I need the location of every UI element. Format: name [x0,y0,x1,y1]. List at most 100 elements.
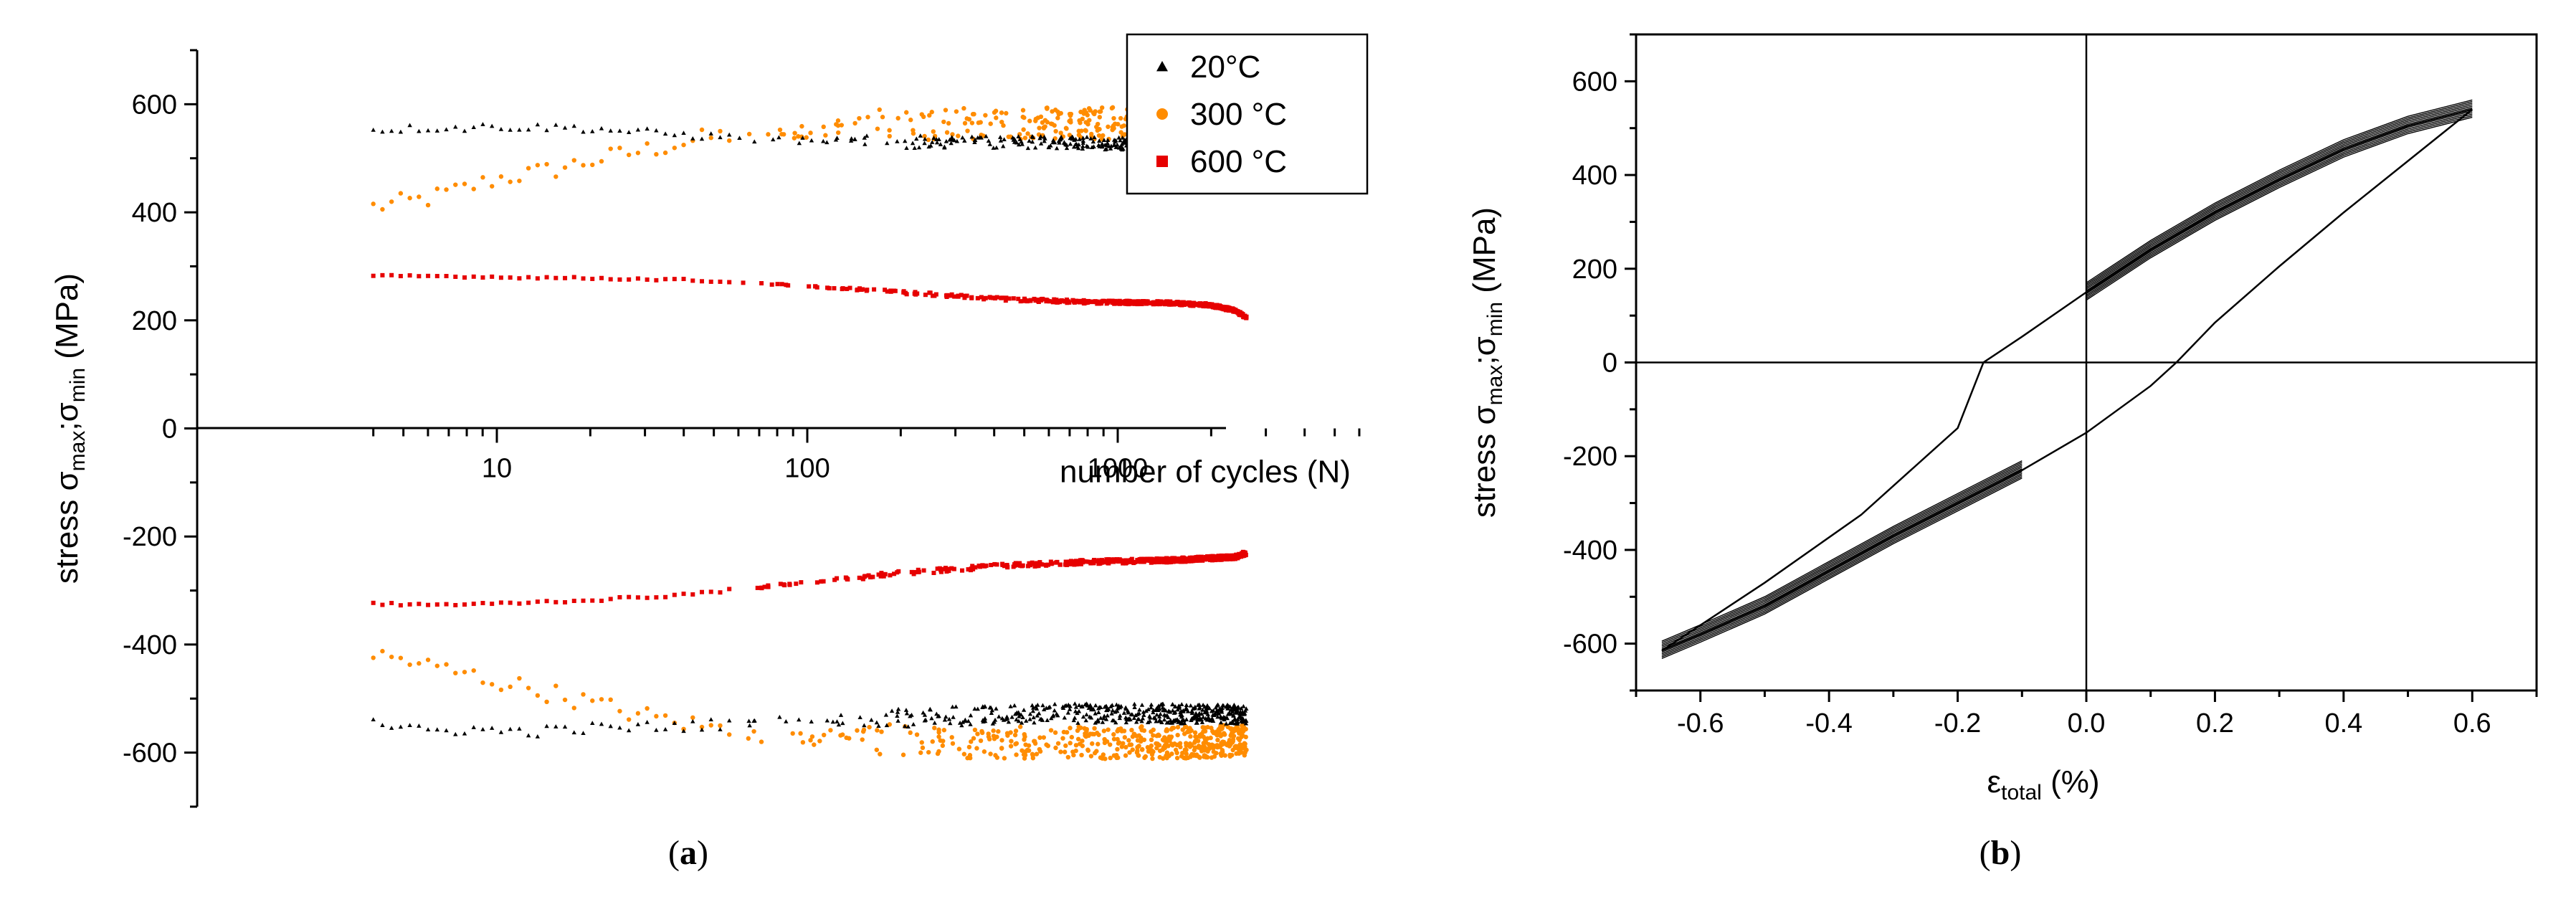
data-point [1123,705,1128,710]
data-point [1067,707,1073,711]
data-point [1054,146,1060,151]
data-point [827,286,832,291]
data-point [1089,131,1094,137]
legend-label: 300 °C [1190,97,1287,132]
data-point [553,174,559,179]
data-point [1175,725,1181,730]
data-point [881,574,886,579]
data-point [426,602,431,607]
data-point [727,138,732,143]
data-point [1205,749,1210,754]
data-point [997,135,1003,139]
data-point [1129,727,1134,733]
data-point [581,598,586,603]
data-point [1073,701,1078,706]
data-point [867,724,872,730]
data-point [1014,562,1020,567]
data-point [690,718,695,723]
data-point [1093,299,1098,304]
data-point [617,128,622,133]
data-point [1041,125,1047,130]
data-point [462,275,467,280]
data-point [1233,709,1239,714]
data-point [1108,755,1113,761]
data-point [535,163,541,168]
data-point [389,272,394,277]
data-point [874,720,880,725]
a-x-axis-label: number of cycles (N) [1060,455,1351,490]
data-point [1121,123,1126,128]
data-point [1175,707,1180,712]
data-point [708,131,713,136]
data-point [1136,711,1141,716]
data-point [922,136,928,141]
data-point [562,724,568,729]
data-point [1030,134,1035,138]
data-point [627,594,632,599]
data-point [389,600,394,605]
data-point [681,130,686,135]
data-point [1091,111,1097,116]
data-point [1167,300,1172,305]
data-point [971,736,976,741]
data-point [902,723,908,728]
data-point [1027,138,1032,143]
data-point [1114,755,1119,761]
data-point [876,572,881,577]
data-point [1080,558,1085,563]
data-point [1123,301,1128,306]
data-point [835,118,841,123]
data-point [933,292,938,297]
data-point [498,600,503,605]
data-point [407,273,412,278]
data-point [654,727,659,732]
data-point [1058,749,1063,754]
data-point [992,561,997,566]
data-point [1096,732,1101,737]
data-point [1229,554,1234,559]
data-point [462,731,467,736]
data-point [1052,701,1058,706]
data-point [517,675,522,681]
data-point [654,277,659,283]
data-point [1114,702,1119,707]
data-point [1123,753,1128,758]
data-point [1074,141,1079,146]
data-point [1118,300,1123,305]
data-point [1019,720,1025,725]
data-point [1083,300,1088,305]
data-point [708,589,713,594]
data-point [1176,719,1181,724]
b-cycle-trace [2086,112,2473,296]
data-point [895,710,900,714]
data-point [1219,753,1224,758]
data-point [1196,557,1201,562]
data-point [1145,720,1151,725]
a-series-2 [371,272,1249,608]
data-point [1213,303,1218,308]
data-point [1189,711,1194,716]
data-point [809,138,814,143]
data-point [1137,707,1142,712]
data-point [708,723,713,728]
data-point [489,726,495,730]
data-point [581,129,586,134]
a-y-tick-label: -400 [123,630,177,660]
data-point [1139,301,1144,306]
data-point [1032,720,1037,725]
data-point [1030,703,1035,708]
data-point [654,151,659,157]
data-point [973,565,978,570]
data-point [991,728,996,734]
data-point [965,128,970,133]
data-point [1038,134,1043,138]
data-point [979,730,985,736]
data-point [1220,709,1225,714]
data-point [1192,747,1197,753]
data-point [860,576,865,582]
data-point [517,601,522,606]
data-point [1026,564,1031,569]
data-point [964,293,969,298]
data-point [1035,561,1040,566]
data-point [809,734,815,739]
